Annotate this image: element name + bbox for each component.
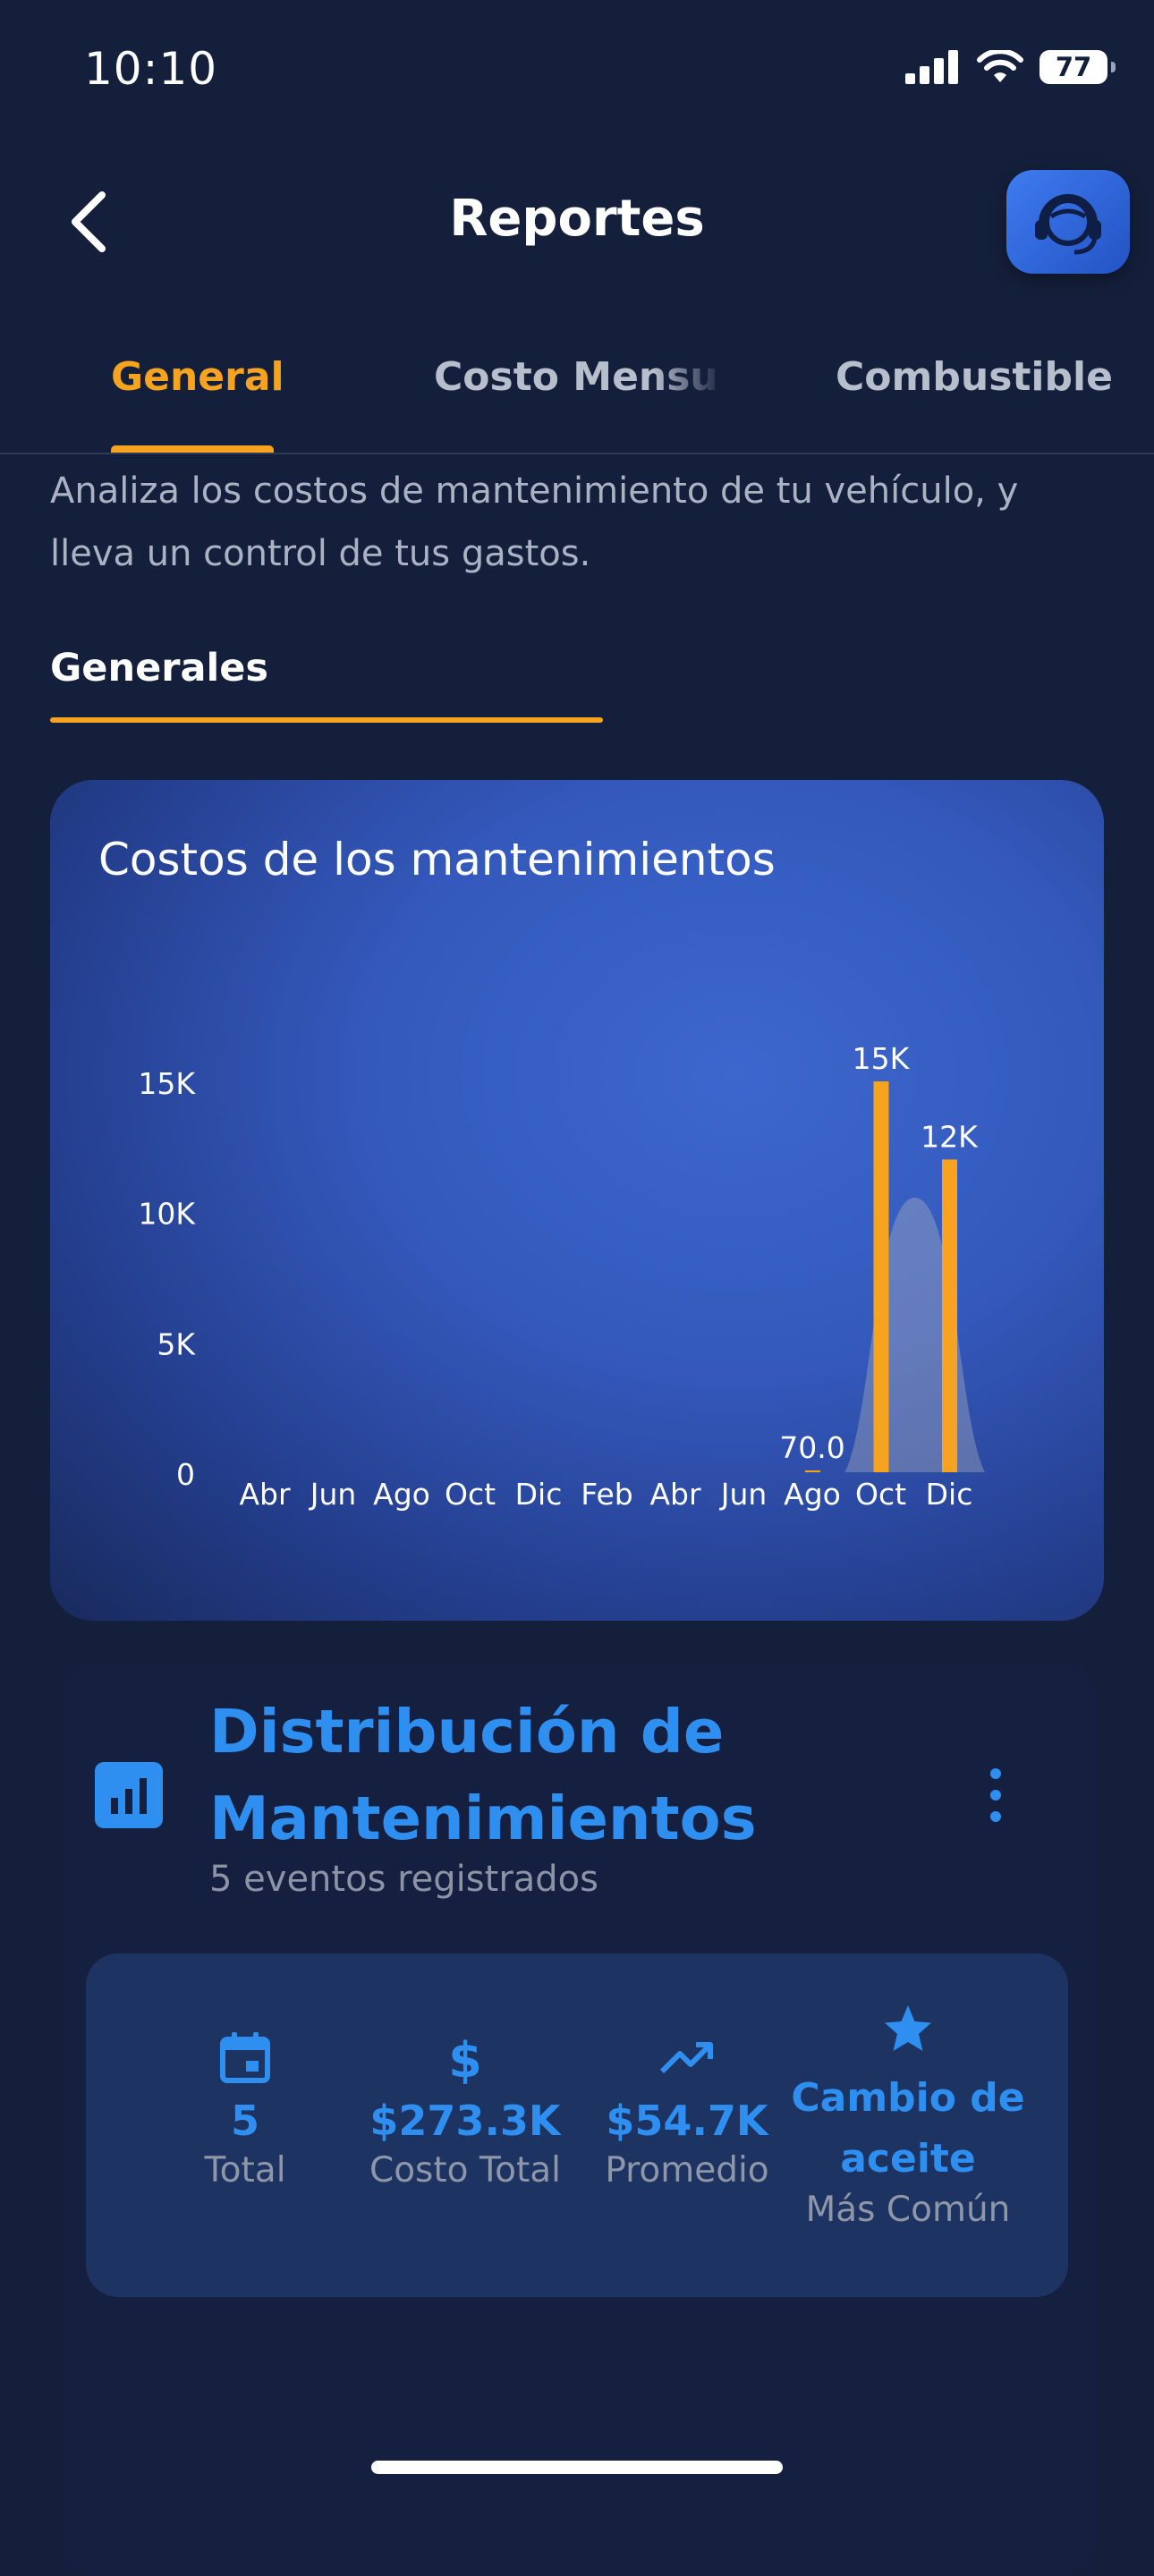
chart-data-label: 12K	[921, 1119, 979, 1154]
y-tick-label: 15K	[138, 1066, 196, 1101]
wifi-icon	[977, 50, 1023, 82]
x-tick-label: Jun	[309, 1477, 357, 1512]
distribution-subtitle: 5 eventos registrados	[209, 1859, 598, 1900]
x-tick-label: Dic	[926, 1477, 973, 1512]
stat-mas-comun-label: Más Común	[805, 2190, 1011, 2230]
section-underline	[50, 717, 603, 723]
chart-data-label: 15K	[853, 1041, 911, 1076]
svg-text:$: $	[448, 2032, 482, 2084]
y-tick-label: 5K	[157, 1326, 196, 1361]
x-tick-label: Oct	[855, 1477, 906, 1512]
x-tick-label: Dic	[515, 1477, 563, 1512]
home-indicator	[371, 2461, 783, 2474]
stat-costo-total-value: $273.3K	[369, 2097, 561, 2145]
x-tick-label: Abr	[239, 1477, 291, 1512]
maintenance-cost-chart-card: Costos de los mantenimientos 0 5K 10K 15K Ab…	[50, 780, 1104, 1621]
x-tick-label: Jun	[719, 1477, 768, 1512]
stat-mas-comun: Cambio de aceite Más Común	[791, 2002, 1025, 2230]
back-button[interactable]	[63, 186, 116, 258]
trending-up-icon	[659, 2042, 713, 2074]
chart-bar	[873, 1081, 889, 1472]
x-tick-label: Oct	[445, 1477, 496, 1512]
battery-level: 77	[1055, 52, 1092, 82]
chart-title: Costos de los mantenimientos	[98, 834, 776, 886]
signal-icon	[905, 50, 958, 84]
more-vertical-icon	[990, 1768, 1001, 1822]
stat-costo-total: $ $273.3K Costo Total	[358, 2030, 573, 2190]
y-tick-label: 10K	[138, 1197, 196, 1232]
support-button[interactable]	[1006, 170, 1130, 274]
stat-total: 5 Total	[156, 2030, 335, 2190]
stat-total-label: Total	[204, 2150, 286, 2190]
tab-general[interactable]: General	[111, 354, 284, 400]
battery-icon: 77	[1039, 50, 1116, 84]
chart-bar	[805, 1470, 820, 1472]
chart-area-fill	[844, 1198, 985, 1472]
chart-data-label: 70.0	[779, 1430, 844, 1465]
x-tick-label: Abr	[649, 1477, 701, 1512]
x-tick-label: Feb	[581, 1477, 632, 1512]
chart-bar	[942, 1159, 957, 1472]
tab-combustible[interactable]: Combustible	[836, 354, 1113, 400]
more-options-button[interactable]	[975, 1762, 1016, 1828]
chevron-left-icon	[72, 191, 106, 252]
calendar-icon	[220, 2032, 270, 2083]
stats-summary-card	[86, 1953, 1068, 2297]
stat-total-value: 5	[230, 2097, 259, 2145]
stat-costo-total-label: Costo Total	[369, 2150, 562, 2190]
dollar-icon: $	[448, 2032, 482, 2089]
intro-text: Analiza los costos de mantenimiento de t…	[50, 470, 1019, 574]
x-tick-label: Ago	[373, 1477, 430, 1512]
headset-agent-icon	[1035, 194, 1101, 255]
tab-fade-overlay	[653, 340, 725, 429]
stat-mas-comun-value: Cambio de aceite	[791, 2075, 1025, 2182]
maintenance-cost-chart: 0 5K 10K 15K Abr Jun Ago Oct Dic Feb Abr Jun Ago Oct D…	[138, 1041, 985, 1512]
stat-promedio-value: $54.7K	[606, 2097, 768, 2145]
status-icons: 77	[905, 50, 1116, 84]
tab-active-indicator	[111, 445, 274, 453]
stat-promedio-label: Promedio	[605, 2150, 769, 2190]
distribution-title: Distribución de Mantenimientos	[209, 1697, 757, 1853]
tab-divider	[0, 453, 1154, 454]
stat-promedio: $54.7K Promedio	[590, 2030, 784, 2190]
status-time: 10:10	[84, 43, 218, 95]
bar-chart-icon	[95, 1762, 163, 1828]
section-label-generales[interactable]: Generales	[50, 646, 268, 691]
y-tick-label: 0	[176, 1457, 195, 1492]
page-title: Reportes	[449, 190, 705, 248]
x-tick-label: Ago	[784, 1477, 841, 1512]
star-icon	[885, 2005, 931, 2051]
